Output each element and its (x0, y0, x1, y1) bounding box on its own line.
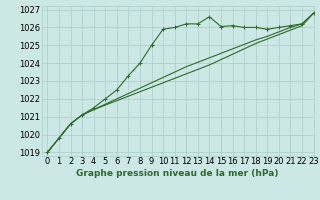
X-axis label: Graphe pression niveau de la mer (hPa): Graphe pression niveau de la mer (hPa) (76, 169, 279, 178)
